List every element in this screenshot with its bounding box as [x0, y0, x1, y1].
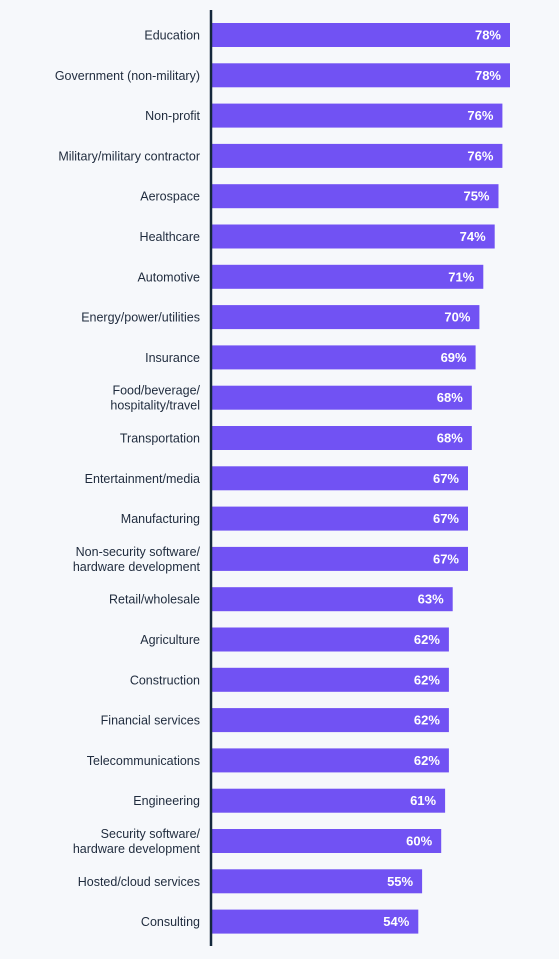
- category-label: Energy/power/utilities: [81, 311, 200, 325]
- category-label-line: Food/beverage/: [112, 384, 200, 398]
- category-label: Engineering: [133, 794, 200, 808]
- bar-value-label: 67%: [433, 551, 459, 566]
- bar: [212, 23, 510, 47]
- category-label-line: Telecommunications: [87, 754, 200, 768]
- category-label: Automotive: [137, 270, 200, 284]
- bar-value-label: 55%: [387, 874, 413, 889]
- bar-value-label: 75%: [463, 189, 489, 204]
- category-label: Transportation: [120, 432, 200, 446]
- category-label-line: Automotive: [137, 270, 200, 284]
- bar: [212, 426, 472, 450]
- category-label: Construction: [130, 673, 200, 687]
- category-label-line: Agriculture: [140, 633, 200, 647]
- category-label-line: Engineering: [133, 794, 200, 808]
- bar: [212, 708, 449, 733]
- bar: [212, 748, 449, 773]
- category-label-line: Non-security software/: [76, 545, 201, 559]
- category-label-line: hardware development: [73, 560, 201, 574]
- category-label: Non-profit: [145, 109, 200, 123]
- bar: [212, 909, 419, 934]
- bar-value-label: 60%: [406, 834, 432, 849]
- bar-value-label: 67%: [433, 471, 459, 486]
- bar-value-label: 63%: [418, 592, 444, 607]
- category-label-line: Consulting: [141, 915, 200, 929]
- category-label-line: Retail/wholesale: [109, 593, 200, 607]
- category-label: Government (non-military): [55, 69, 200, 83]
- bars-group: [212, 23, 510, 934]
- category-label-line: Aerospace: [140, 190, 200, 204]
- bar: [212, 587, 453, 612]
- category-label-line: hardware development: [73, 842, 201, 856]
- bar-value-label: 76%: [467, 108, 493, 123]
- category-label: Manufacturing: [121, 512, 200, 526]
- bar: [212, 385, 472, 410]
- bar-value-label: 54%: [383, 914, 409, 929]
- value-labels-group: 78% 78% 76% 76% 75% 74% 71% 70% 69% 68% 68% 67% 67% 6…: [383, 28, 501, 930]
- bar: [212, 869, 423, 894]
- category-label: Military/military contractor: [58, 149, 200, 163]
- category-label-line: Financial services: [101, 714, 200, 728]
- category-label: Consulting: [141, 915, 200, 929]
- bar-value-label: 78%: [475, 68, 501, 83]
- bar-value-label: 62%: [414, 753, 440, 768]
- bar-value-label: 67%: [433, 511, 459, 526]
- category-label: Non-security software/hardware developme…: [73, 545, 201, 574]
- category-label: Security software/hardware development: [73, 827, 201, 856]
- category-label-line: Construction: [130, 673, 200, 687]
- category-label-line: Non-profit: [145, 109, 200, 123]
- category-label: Entertainment/media: [85, 472, 200, 486]
- bar: [212, 264, 484, 289]
- category-label: Retail/wholesale: [109, 593, 200, 607]
- category-label: Food/beverage/hospitality/travel: [110, 384, 200, 413]
- category-label-line: Entertainment/media: [85, 472, 200, 486]
- category-labels-group: Education Government (non-military) Non-pr…: [55, 29, 201, 930]
- bar-value-label: 68%: [437, 431, 463, 446]
- bar: [212, 506, 468, 531]
- bar: [212, 305, 480, 330]
- category-label: Healthcare: [140, 230, 200, 244]
- bar-value-label: 62%: [414, 672, 440, 687]
- bar-value-label: 62%: [414, 713, 440, 728]
- category-label-line: Military/military contractor: [58, 149, 200, 163]
- bar: [212, 143, 503, 168]
- bar: [212, 466, 468, 491]
- bar-value-label: 62%: [414, 632, 440, 647]
- bar-value-label: 74%: [460, 229, 486, 244]
- bar: [212, 345, 476, 370]
- bar: [212, 103, 503, 128]
- category-label-line: Education: [144, 29, 200, 43]
- category-label-line: Energy/power/utilities: [81, 311, 200, 325]
- category-label-line: Transportation: [120, 432, 200, 446]
- category-label-line: Manufacturing: [121, 512, 200, 526]
- category-label-line: Healthcare: [140, 230, 200, 244]
- category-label: Telecommunications: [87, 754, 200, 768]
- bar: [212, 546, 468, 571]
- bar: [212, 667, 449, 692]
- category-label-line: hospitality/travel: [110, 399, 200, 413]
- bar-value-label: 78%: [475, 28, 501, 43]
- category-label-line: Government (non-military): [55, 69, 200, 83]
- bar-value-label: 76%: [467, 148, 493, 163]
- category-label-line: Insurance: [145, 351, 200, 365]
- category-label: Insurance: [145, 351, 200, 365]
- bar-value-label: 70%: [444, 310, 470, 325]
- bar: [212, 788, 446, 813]
- category-label-line: Hosted/cloud services: [78, 875, 200, 889]
- bar: [212, 627, 449, 652]
- bar-value-label: 61%: [410, 793, 436, 808]
- bar: [212, 224, 495, 249]
- category-label: Hosted/cloud services: [78, 875, 200, 889]
- bar-value-label: 69%: [441, 350, 467, 365]
- bar: [212, 63, 510, 88]
- category-label-line: Security software/: [101, 827, 201, 841]
- bar: [212, 829, 442, 853]
- bar-value-label: 68%: [437, 390, 463, 405]
- category-label: Agriculture: [140, 633, 200, 647]
- category-label: Aerospace: [140, 190, 200, 204]
- category-label: Financial services: [101, 714, 200, 728]
- bar: [212, 184, 499, 209]
- bar-value-label: 71%: [448, 269, 474, 284]
- category-label: Education: [144, 29, 200, 43]
